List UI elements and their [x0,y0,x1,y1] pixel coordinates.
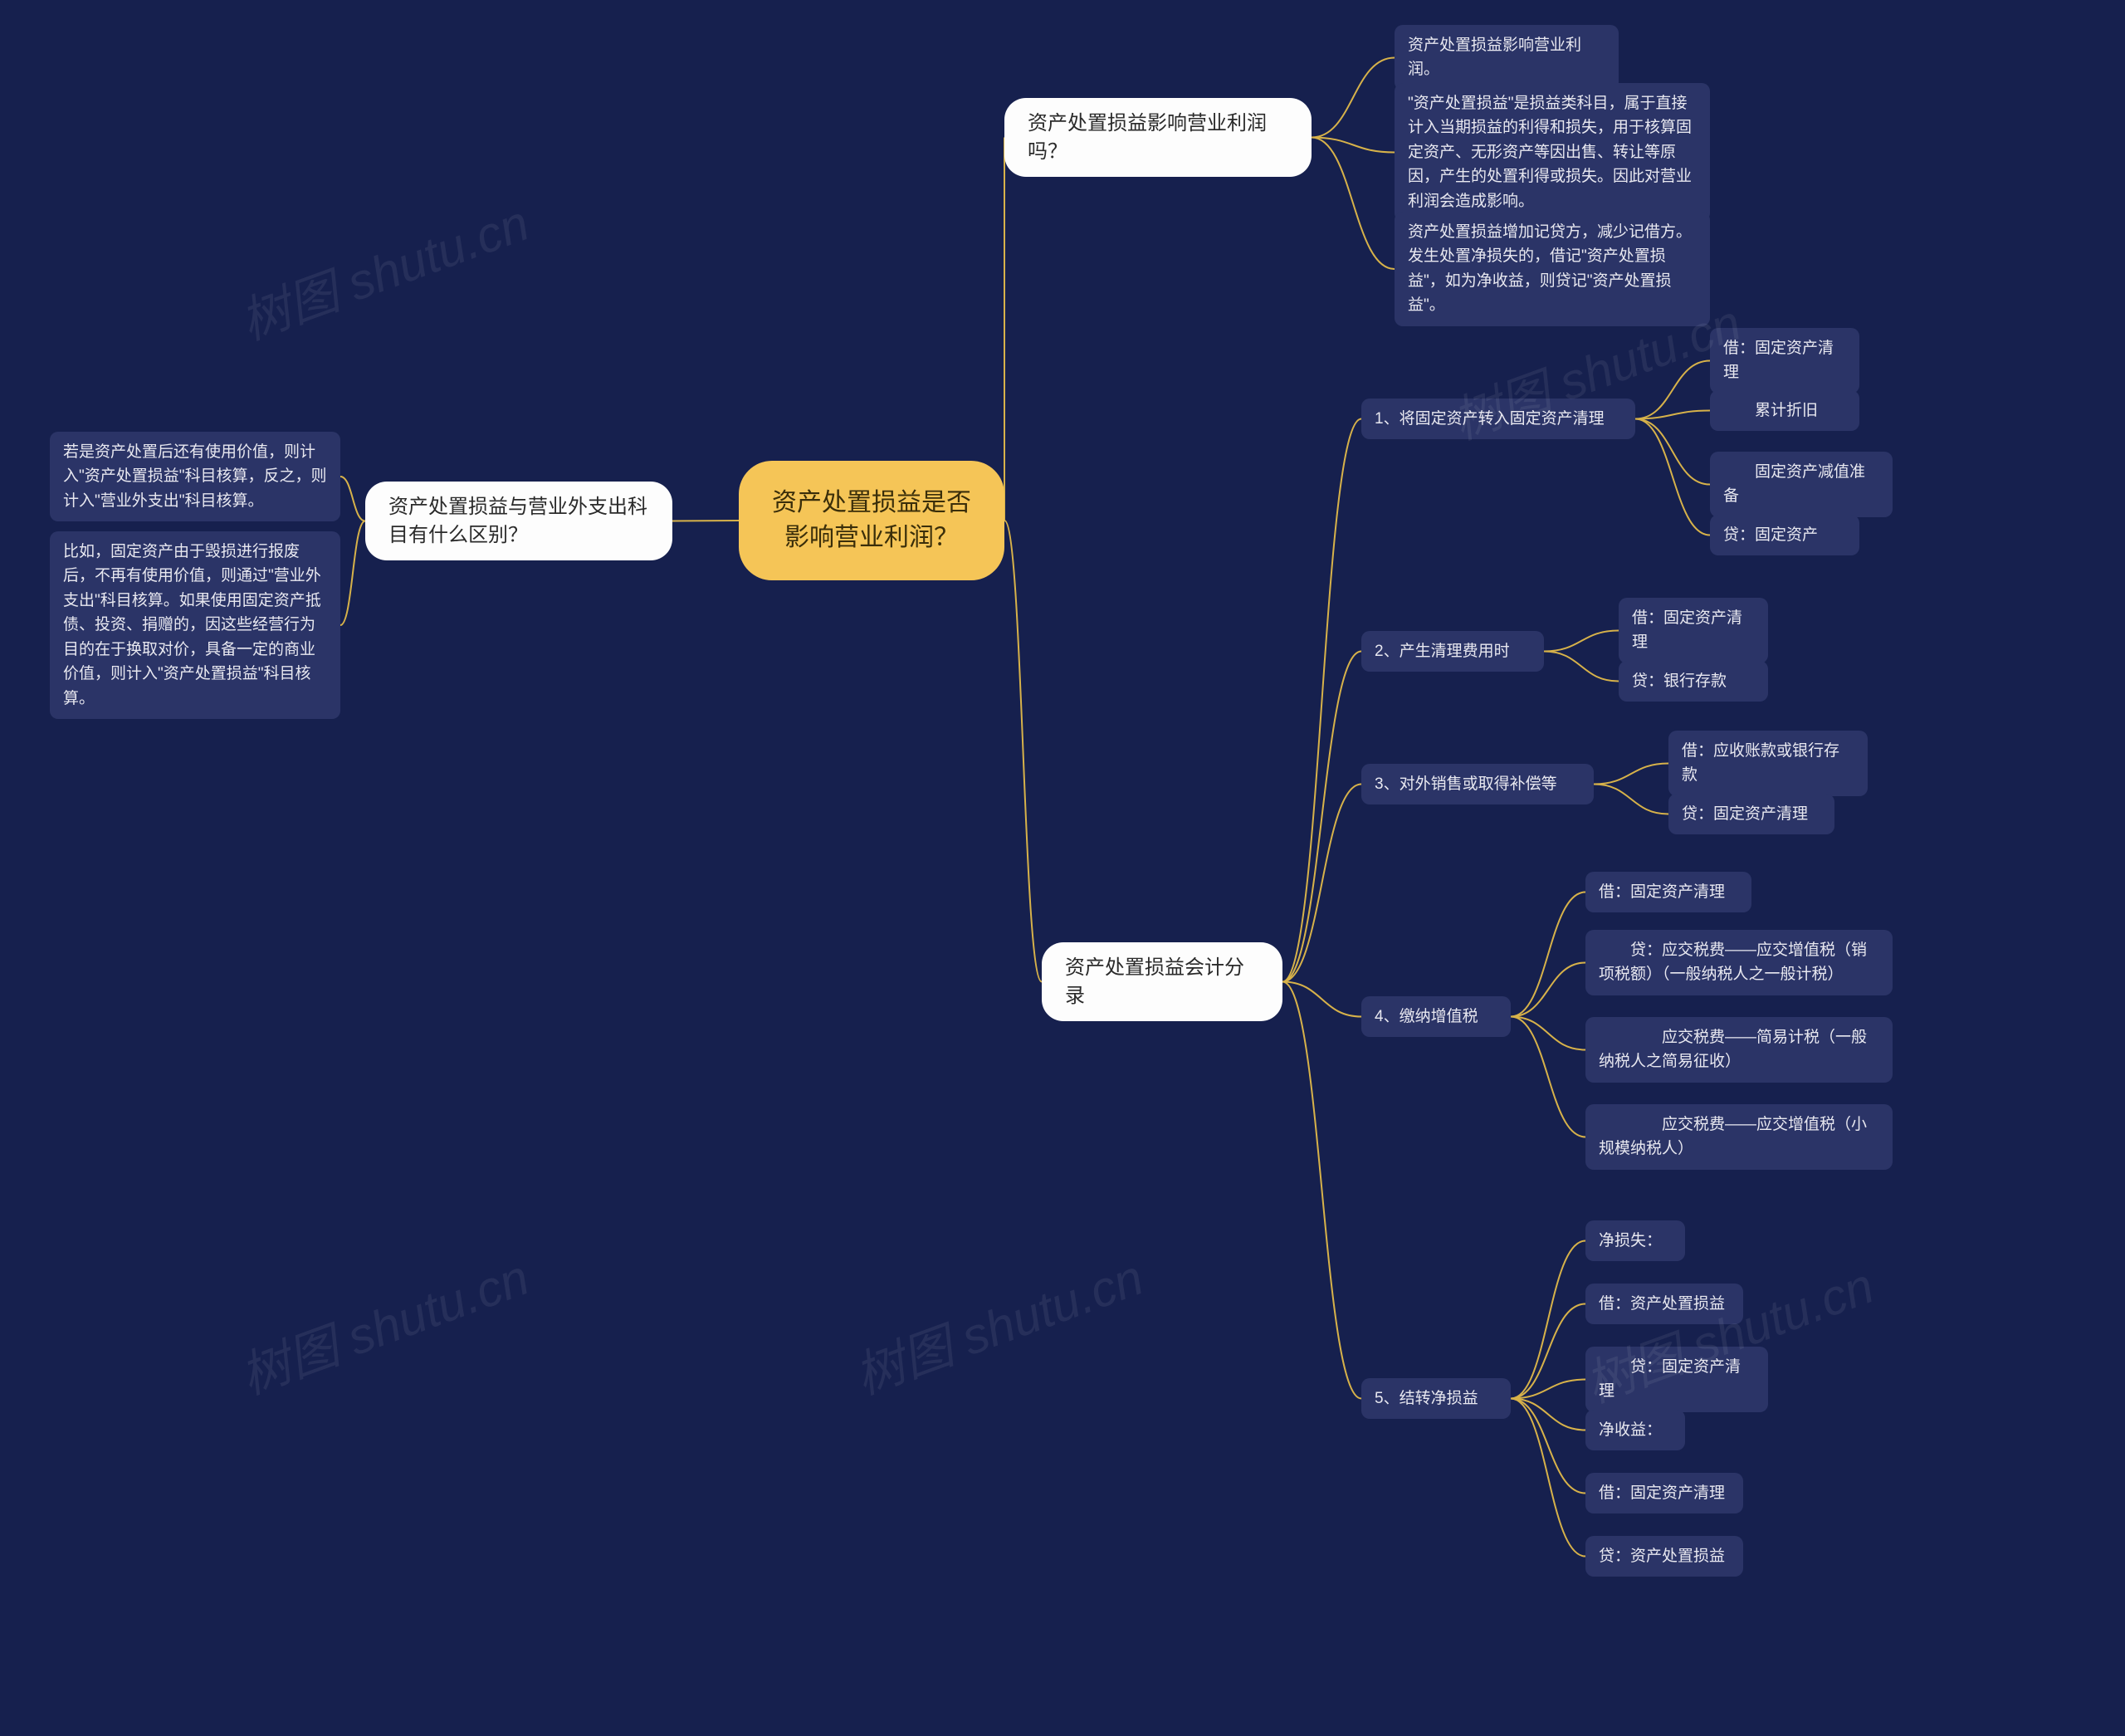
node-label: 3、对外销售或取得补偿等 [1375,775,1557,793]
node-b3c5b[interactable]: 借：资产处置损益 [1585,1284,1743,1324]
node-label: 2、产生清理费用时 [1375,643,1510,660]
node-b1[interactable]: 资产处置损益影响营业利润吗？ [1004,98,1312,177]
node-label: 贷：固定资产 [1723,526,1818,544]
node-label: 应交税费——简易计税（一般纳税人之简易征收） [1599,1029,1867,1070]
node-b3c1a[interactable]: 借：固定资产清理 [1710,328,1859,394]
node-label: 若是资产处置后还有使用价值，则计入"资产处置损益"科目核算，反之，则计入"营业外… [63,443,327,510]
node-label: 净损失： [1599,1232,1662,1249]
watermark: 树图 shutu.cn [843,1237,1151,1408]
node-b3c1c[interactable]: 固定资产减值准备 [1710,452,1893,517]
node-b3c5e[interactable]: 借：固定资产清理 [1585,1473,1743,1513]
node-b3c3a[interactable]: 借：应收账款或银行存款 [1668,731,1868,796]
node-b3c5[interactable]: 5、结转净损益 [1361,1378,1511,1419]
node-label: 资产处置损益影响营业利润。 [1408,37,1581,78]
node-b2c1[interactable]: 若是资产处置后还有使用价值，则计入"资产处置损益"科目核算，反之，则计入"营业外… [50,432,340,521]
watermark: 树图 shutu.cn [229,1237,537,1408]
node-label: 贷：固定资产清理 [1682,805,1808,823]
node-label: 固定资产减值准备 [1723,463,1865,505]
node-label: 1、将固定资产转入固定资产清理 [1375,410,1605,428]
node-label: 借：资产处置损益 [1599,1295,1725,1313]
node-label: 4、缴纳增值税 [1375,1008,1478,1025]
node-b3c2b[interactable]: 贷：银行存款 [1619,661,1768,702]
node-b3c5d[interactable]: 净收益： [1585,1410,1685,1450]
node-b3c3b[interactable]: 贷：固定资产清理 [1668,794,1834,834]
node-b3c5f[interactable]: 贷：资产处置损益 [1585,1536,1743,1577]
node-label: 资产处置损益会计分录 [1065,956,1244,1007]
node-b3c1b[interactable]: 累计折旧 [1710,390,1859,431]
node-b2c2[interactable]: 比如，固定资产由于毁损进行报废后，不再有使用价值，则通过"营业外支出"科目核算。… [50,531,340,719]
node-label: 应交税费——应交增值税（小规模纳税人） [1599,1116,1867,1157]
node-label: 累计折旧 [1723,402,1818,419]
node-label: 借：固定资产清理 [1632,609,1742,651]
node-b3c5c[interactable]: 贷：固定资产清理 [1585,1347,1768,1412]
node-b3c4d[interactable]: 应交税费——应交增值税（小规模纳税人） [1585,1104,1893,1170]
node-b1c1[interactable]: 资产处置损益影响营业利润。 [1395,25,1619,90]
node-label: 贷：应交税费——应交增值税（销项税额）（一般纳税人之一般计税） [1599,941,1867,983]
node-b2[interactable]: 资产处置损益与营业外支出科目有什么区别？ [365,482,672,560]
node-b3c2a[interactable]: 借：固定资产清理 [1619,598,1768,663]
node-b3c4b[interactable]: 贷：应交税费——应交增值税（销项税额）（一般纳税人之一般计税） [1585,930,1893,995]
node-label: 比如，固定资产由于毁损进行报废后，不再有使用价值，则通过"营业外支出"科目核算。… [63,543,321,707]
node-root[interactable]: 资产处置损益是否影响营业利润？ [739,461,1004,580]
node-label: 资产处置损益是否影响营业利润？ [772,489,971,551]
node-label: 借：固定资产清理 [1723,340,1834,381]
node-b3c1d[interactable]: 贷：固定资产 [1710,515,1859,555]
node-b3c3[interactable]: 3、对外销售或取得补偿等 [1361,764,1594,804]
node-b1c2[interactable]: "资产处置损益"是损益类科目，属于直接计入当期损益的利得和损失，用于核算固定资产… [1395,83,1710,222]
node-label: 借：固定资产清理 [1599,1484,1725,1502]
node-label: 贷：固定资产清理 [1599,1358,1741,1400]
node-label: 资产处置损益与营业外支出科目有什么区别？ [388,496,647,546]
edge-layer [0,0,2125,1736]
watermark: 树图 shutu.cn [229,183,537,354]
node-b3c2[interactable]: 2、产生清理费用时 [1361,631,1544,672]
node-label: 贷：资产处置损益 [1599,1548,1725,1565]
node-label: 资产处置损益增加记贷方，减少记借方。发生处置净损失的，借记"资产处置损益"，如为… [1408,223,1692,314]
node-label: 贷：银行存款 [1632,672,1727,690]
mindmap-canvas: 资产处置损益是否影响营业利润？ 资产处置损益影响营业利润吗？ 资产处置损益影响营业利… [0,0,2125,1736]
node-b3c1[interactable]: 1、将固定资产转入固定资产清理 [1361,399,1635,439]
node-label: "资产处置损益"是损益类科目，属于直接计入当期损益的利得和损失，用于核算固定资产… [1408,95,1692,210]
node-b3c4a[interactable]: 借：固定资产清理 [1585,872,1751,912]
node-b3c4c[interactable]: 应交税费——简易计税（一般纳税人之简易征收） [1585,1017,1893,1083]
node-label: 借：固定资产清理 [1599,883,1725,901]
node-label: 5、结转净损益 [1375,1390,1478,1407]
node-b3c5a[interactable]: 净损失： [1585,1220,1685,1261]
node-label: 净收益： [1599,1421,1662,1439]
node-b3[interactable]: 资产处置损益会计分录 [1042,942,1282,1021]
node-label: 资产处置损益影响营业利润吗？ [1028,112,1267,163]
node-label: 借：应收账款或银行存款 [1682,742,1839,784]
node-b1c3[interactable]: 资产处置损益增加记贷方，减少记借方。发生处置净损失的，借记"资产处置损益"，如为… [1395,212,1710,326]
node-b3c4[interactable]: 4、缴纳增值税 [1361,996,1511,1037]
